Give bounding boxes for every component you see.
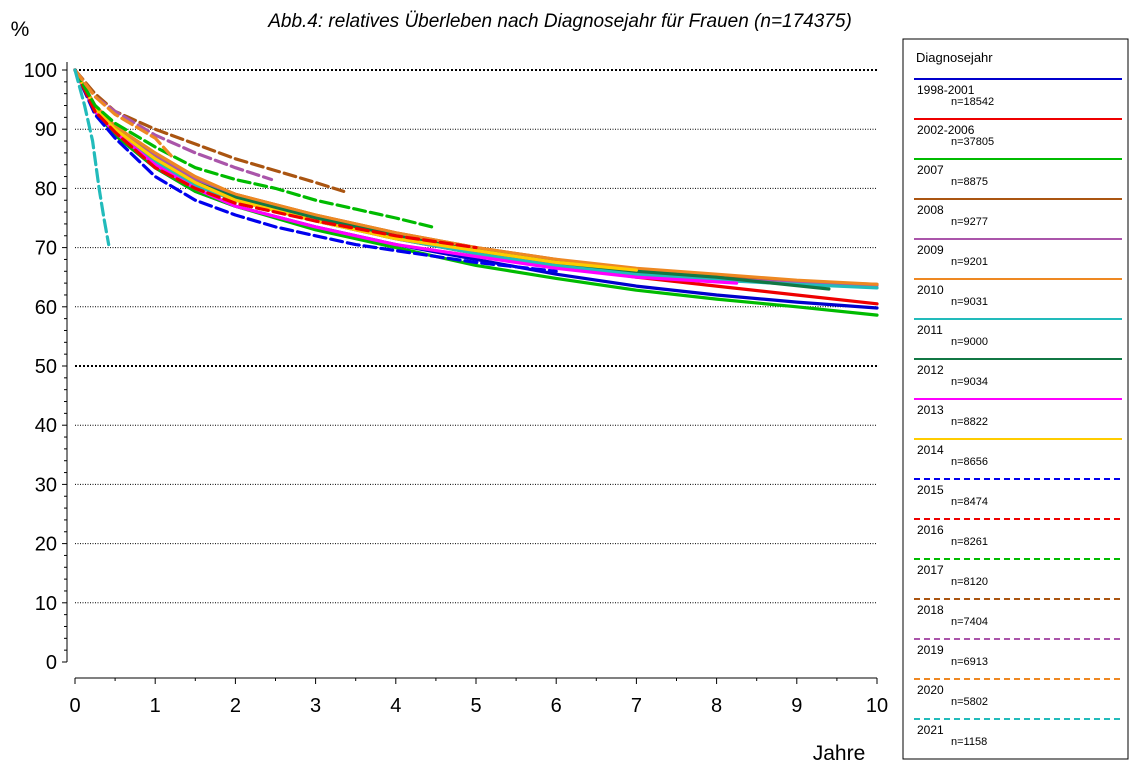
x-tick-label: 9 [791,695,802,717]
legend-label: 2010 [917,283,944,297]
x-tick-label: 4 [390,695,401,717]
legend-count: n=8474 [951,496,988,508]
y-axis-label: % [11,18,30,41]
legend-title: Diagnosejahr [916,50,993,65]
x-tick-label: 8 [711,695,722,717]
x-tick-label: 3 [310,695,321,717]
legend-count: n=5802 [951,696,988,708]
legend-count: n=9201 [951,256,988,268]
x-axis-label: Jahre [813,742,866,765]
legend-count: n=8822 [951,416,988,428]
legend-label: 2019 [917,643,944,657]
y-tick-label: 50 [35,356,57,378]
legend-count: n=18542 [951,96,994,108]
legend-label: 2012 [917,363,944,377]
x-tick-label: 7 [631,695,642,717]
y-tick-label: 80 [35,178,57,200]
x-tick-label: 0 [69,695,80,717]
legend-count: n=9000 [951,336,988,348]
legend: Diagnosejahr 1998-2001n=185422002-2006n=… [902,38,1129,760]
legend-label: 2016 [917,523,944,537]
legend-count: n=1158 [951,736,987,748]
y-tick-label: 60 [35,297,57,319]
y-tick-label: 20 [35,534,57,556]
series-line-2016 [73,68,478,250]
legend-label: 2018 [917,603,944,617]
legend-label: 2011 [917,323,943,337]
legend-label: 2008 [917,203,944,217]
legend-label: 2009 [917,243,944,257]
series-line-2017 [73,68,434,229]
grid-lines [75,69,877,604]
legend-label: 2014 [917,443,944,457]
legend-count: n=6913 [951,656,988,668]
legend-count: n=9277 [951,216,988,228]
legend-label: 2013 [917,403,944,417]
y-tick-label: 40 [35,415,57,437]
x-tick-label: 1 [150,695,161,717]
legend-label: 2002-2006 [917,123,975,137]
series-line-2021 [73,68,111,247]
y-tick-label: 70 [35,238,57,260]
x-tick-label: 6 [551,695,562,717]
legend-count: n=8656 [951,456,988,468]
y-tick-label: 100 [24,60,57,82]
legend-label: 2021 [917,723,944,737]
series-line-2020 [73,68,173,158]
x-tick-label: 2 [230,695,241,717]
legend-count: n=37805 [951,136,994,148]
series-line-2010 [73,68,879,286]
legend-count: n=8875 [951,176,988,188]
legend-label: 2020 [917,683,944,697]
legend-label: 2007 [917,163,944,177]
series-lines [73,68,879,317]
legend-label: 2015 [917,483,944,497]
legend-label: 1998-2001 [917,83,975,97]
chart-title: Abb.4: relatives Überleben nach Diagnose… [267,11,852,32]
x-tick-label: 10 [866,695,888,717]
legend-count: n=9031 [951,296,988,308]
legend-count: n=8120 [951,576,988,588]
series-line-2015 [73,68,558,273]
legend-label: 2017 [917,563,944,577]
axes: 0 10 20 30 40 50 60 70 80 90 100 0 1 2 3 4 5 6 7 8 9 10 [24,60,889,717]
y-tick-label: 90 [35,119,57,141]
y-tick-label: 10 [35,593,57,615]
y-tick-label: 30 [35,474,57,496]
legend-count: n=9034 [951,376,988,388]
series-line-2007 [73,68,879,317]
legend-count: n=8261 [951,536,988,548]
series-line-2014 [73,68,638,272]
x-tick-label: 5 [470,695,481,717]
y-tick-label: 0 [46,652,57,674]
legend-count: n=7404 [951,616,988,628]
